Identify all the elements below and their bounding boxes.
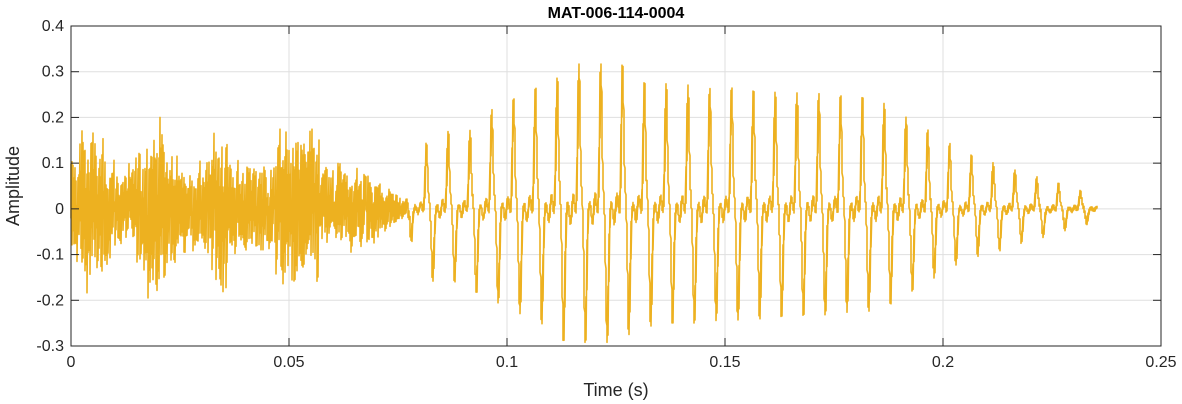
y-tick-label: 0.1 xyxy=(42,155,64,172)
plot-background xyxy=(71,26,1161,346)
x-tick-label: 0.2 xyxy=(932,354,954,371)
x-tick-label: 0.1 xyxy=(496,354,518,371)
tick-marks xyxy=(70,25,1162,347)
x-tick-label: 0 xyxy=(67,354,76,371)
x-tick-label: 0.15 xyxy=(709,354,740,371)
x-tick-label: 0.05 xyxy=(273,354,304,371)
y-tick-label: 0 xyxy=(55,201,64,218)
y-tick-label: 0.4 xyxy=(42,18,64,35)
y-axis-label: Amplitude xyxy=(3,146,23,226)
y-tick-label: -0.3 xyxy=(36,338,64,355)
y-tick-label: -0.1 xyxy=(36,247,64,264)
tick-labels: 0 0.05 0.1 0.15 0.2 0.25 -0.3 -0.2 -0.1 0 0.1 0.2 0.… xyxy=(36,18,1176,371)
y-tick-label: 0.3 xyxy=(42,64,64,81)
chart-title: MAT-006-114-0004 xyxy=(548,5,685,22)
y-tick-label: -0.2 xyxy=(36,292,64,309)
plot-frame xyxy=(70,25,1162,347)
y-tick-label: 0.2 xyxy=(42,109,64,126)
x-axis-label: Time (s) xyxy=(583,380,648,400)
series-layer xyxy=(70,63,1098,344)
audio-waveform-line xyxy=(70,63,1098,344)
x-tick-label: 0.25 xyxy=(1145,354,1176,371)
